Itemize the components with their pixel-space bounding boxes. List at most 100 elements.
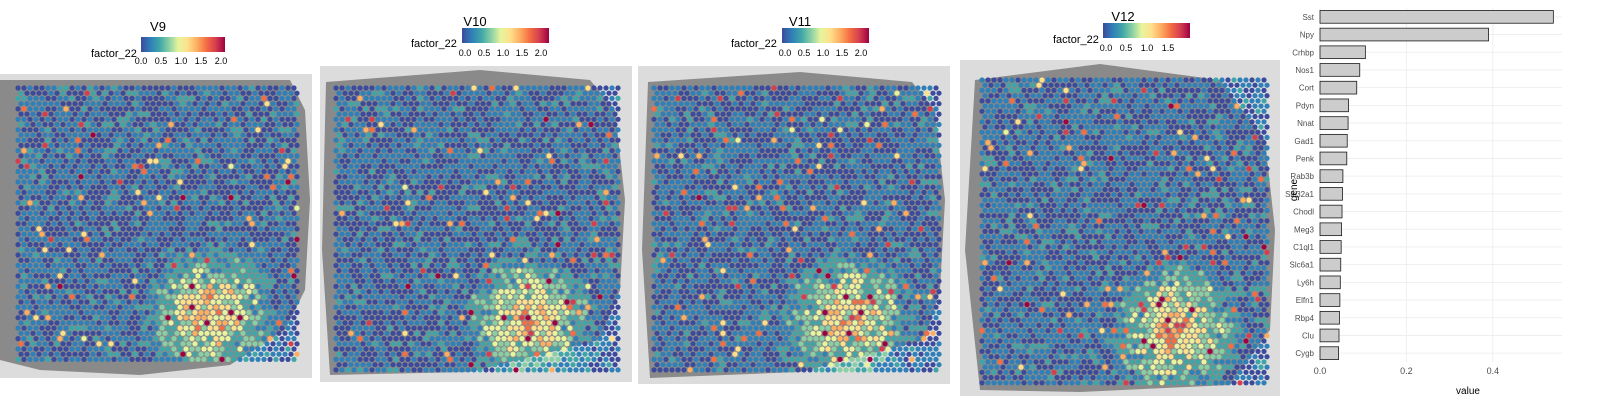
spot: [528, 184, 534, 190]
spot: [516, 289, 522, 295]
spot: [336, 215, 342, 222]
spot: [81, 95, 87, 101]
spot: [363, 336, 369, 342]
spot: [429, 127, 435, 133]
spot: [531, 189, 537, 195]
spot: [393, 221, 399, 227]
spot: [234, 247, 240, 253]
spot: [399, 325, 405, 331]
spot: [180, 205, 186, 211]
spot: [363, 315, 369, 321]
spot: [516, 132, 522, 138]
spot: [150, 341, 156, 347]
spot: [219, 106, 225, 112]
spot: [258, 236, 264, 242]
spot: [528, 90, 534, 96]
spot: [507, 262, 513, 269]
spot: [261, 325, 267, 331]
spot: [471, 231, 477, 237]
spot: [15, 106, 21, 112]
spot: [513, 336, 519, 342]
spot: [378, 132, 384, 138]
spot: [540, 153, 546, 159]
spot: [192, 257, 198, 263]
spot: [99, 137, 105, 143]
spot: [441, 85, 447, 91]
spot: [39, 294, 45, 300]
spot: [615, 336, 621, 342]
spot: [114, 195, 120, 201]
spot: [108, 111, 114, 117]
spot: [84, 205, 90, 211]
spot: [396, 278, 402, 284]
spot: [561, 336, 567, 342]
spot: [219, 283, 225, 289]
spot: [81, 189, 87, 195]
spot: [384, 153, 390, 159]
spot: [444, 163, 450, 169]
spot: [519, 158, 525, 164]
spot: [465, 252, 471, 258]
spot: [42, 174, 48, 180]
spot: [408, 215, 414, 222]
spot: [267, 148, 273, 154]
spot: [273, 294, 279, 300]
spot: [390, 111, 396, 117]
spot: [255, 189, 261, 195]
spot: [90, 257, 96, 263]
spot: [588, 320, 594, 326]
spot: [102, 226, 108, 232]
spot: [120, 163, 126, 169]
spot: [39, 189, 45, 195]
spot: [93, 304, 99, 310]
spot: [582, 111, 588, 117]
spot: [345, 221, 351, 227]
spot: [612, 111, 618, 117]
spot: [87, 273, 93, 279]
spot: [18, 236, 24, 242]
spot: [426, 351, 432, 357]
spot: [603, 148, 609, 154]
spot: [435, 283, 441, 289]
spot: [384, 320, 390, 326]
spot: [480, 289, 486, 295]
spot: [129, 158, 135, 164]
spot: [504, 90, 510, 96]
spot: [60, 236, 66, 242]
spot: [591, 304, 597, 310]
spot: [144, 351, 150, 357]
spot: [255, 179, 261, 185]
spot: [123, 210, 129, 216]
spot: [423, 242, 429, 248]
spot: [291, 346, 297, 352]
spot: [366, 184, 372, 190]
spot: [117, 283, 123, 289]
spot: [474, 247, 480, 253]
spot: [483, 210, 489, 216]
spot: [420, 247, 426, 253]
spot: [246, 205, 252, 211]
spot: [231, 221, 237, 227]
spot: [60, 257, 66, 263]
spot: [375, 137, 381, 143]
spot: [75, 179, 81, 185]
spot: [501, 210, 507, 216]
spot: [141, 325, 147, 331]
spot: [75, 294, 81, 300]
spot: [141, 137, 147, 143]
spot: [555, 273, 561, 279]
spot: [210, 341, 216, 347]
spot: [495, 137, 501, 143]
spot: [555, 262, 561, 269]
spot: [90, 278, 96, 284]
spot: [363, 116, 369, 122]
spot: [462, 320, 468, 326]
spot: [150, 236, 156, 242]
spot: [522, 121, 528, 128]
spot: [186, 351, 192, 357]
spot: [564, 101, 570, 107]
spot: [138, 132, 144, 138]
spot: [252, 289, 258, 295]
spot: [216, 278, 222, 284]
spot: [546, 226, 552, 232]
